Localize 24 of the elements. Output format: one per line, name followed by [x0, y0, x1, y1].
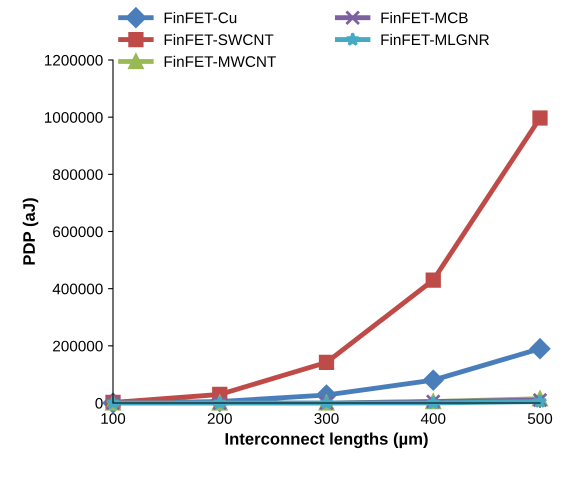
x-tick-label: 500 — [528, 413, 552, 424]
x-tick-label: 100 — [101, 413, 126, 424]
legend-label: FinFET-MLGNR — [381, 34, 489, 46]
point — [318, 354, 334, 370]
y-tick-label: 0 — [95, 398, 103, 409]
legend-label: FinFET-MCB — [381, 12, 468, 24]
x-tick-label: 400 — [420, 413, 446, 424]
y-tick-label: 1000000 — [44, 112, 103, 123]
point — [530, 338, 550, 359]
point — [532, 110, 548, 126]
legend-label: FinFET-Cu — [164, 12, 236, 24]
y-tick-label: 800000 — [52, 169, 103, 180]
x-tick-label: 200 — [208, 413, 232, 424]
point — [426, 272, 441, 288]
legend-label: FinFET-MWCNT — [164, 56, 276, 67]
y-tick-label: 1200000 — [44, 54, 103, 66]
y-tick-label: 600000 — [53, 226, 103, 238]
legend-label: FinFET-SWCNT — [164, 34, 274, 46]
x-tick-label: 300 — [314, 413, 339, 424]
x-axis-title: Interconnect lengths (µm) — [226, 432, 428, 448]
y-tick-label: 400000 — [52, 284, 103, 294]
y-tick-label: 200000 — [53, 340, 103, 352]
point — [423, 370, 444, 390]
y-axis-title: PDP (aJ) — [22, 198, 38, 265]
